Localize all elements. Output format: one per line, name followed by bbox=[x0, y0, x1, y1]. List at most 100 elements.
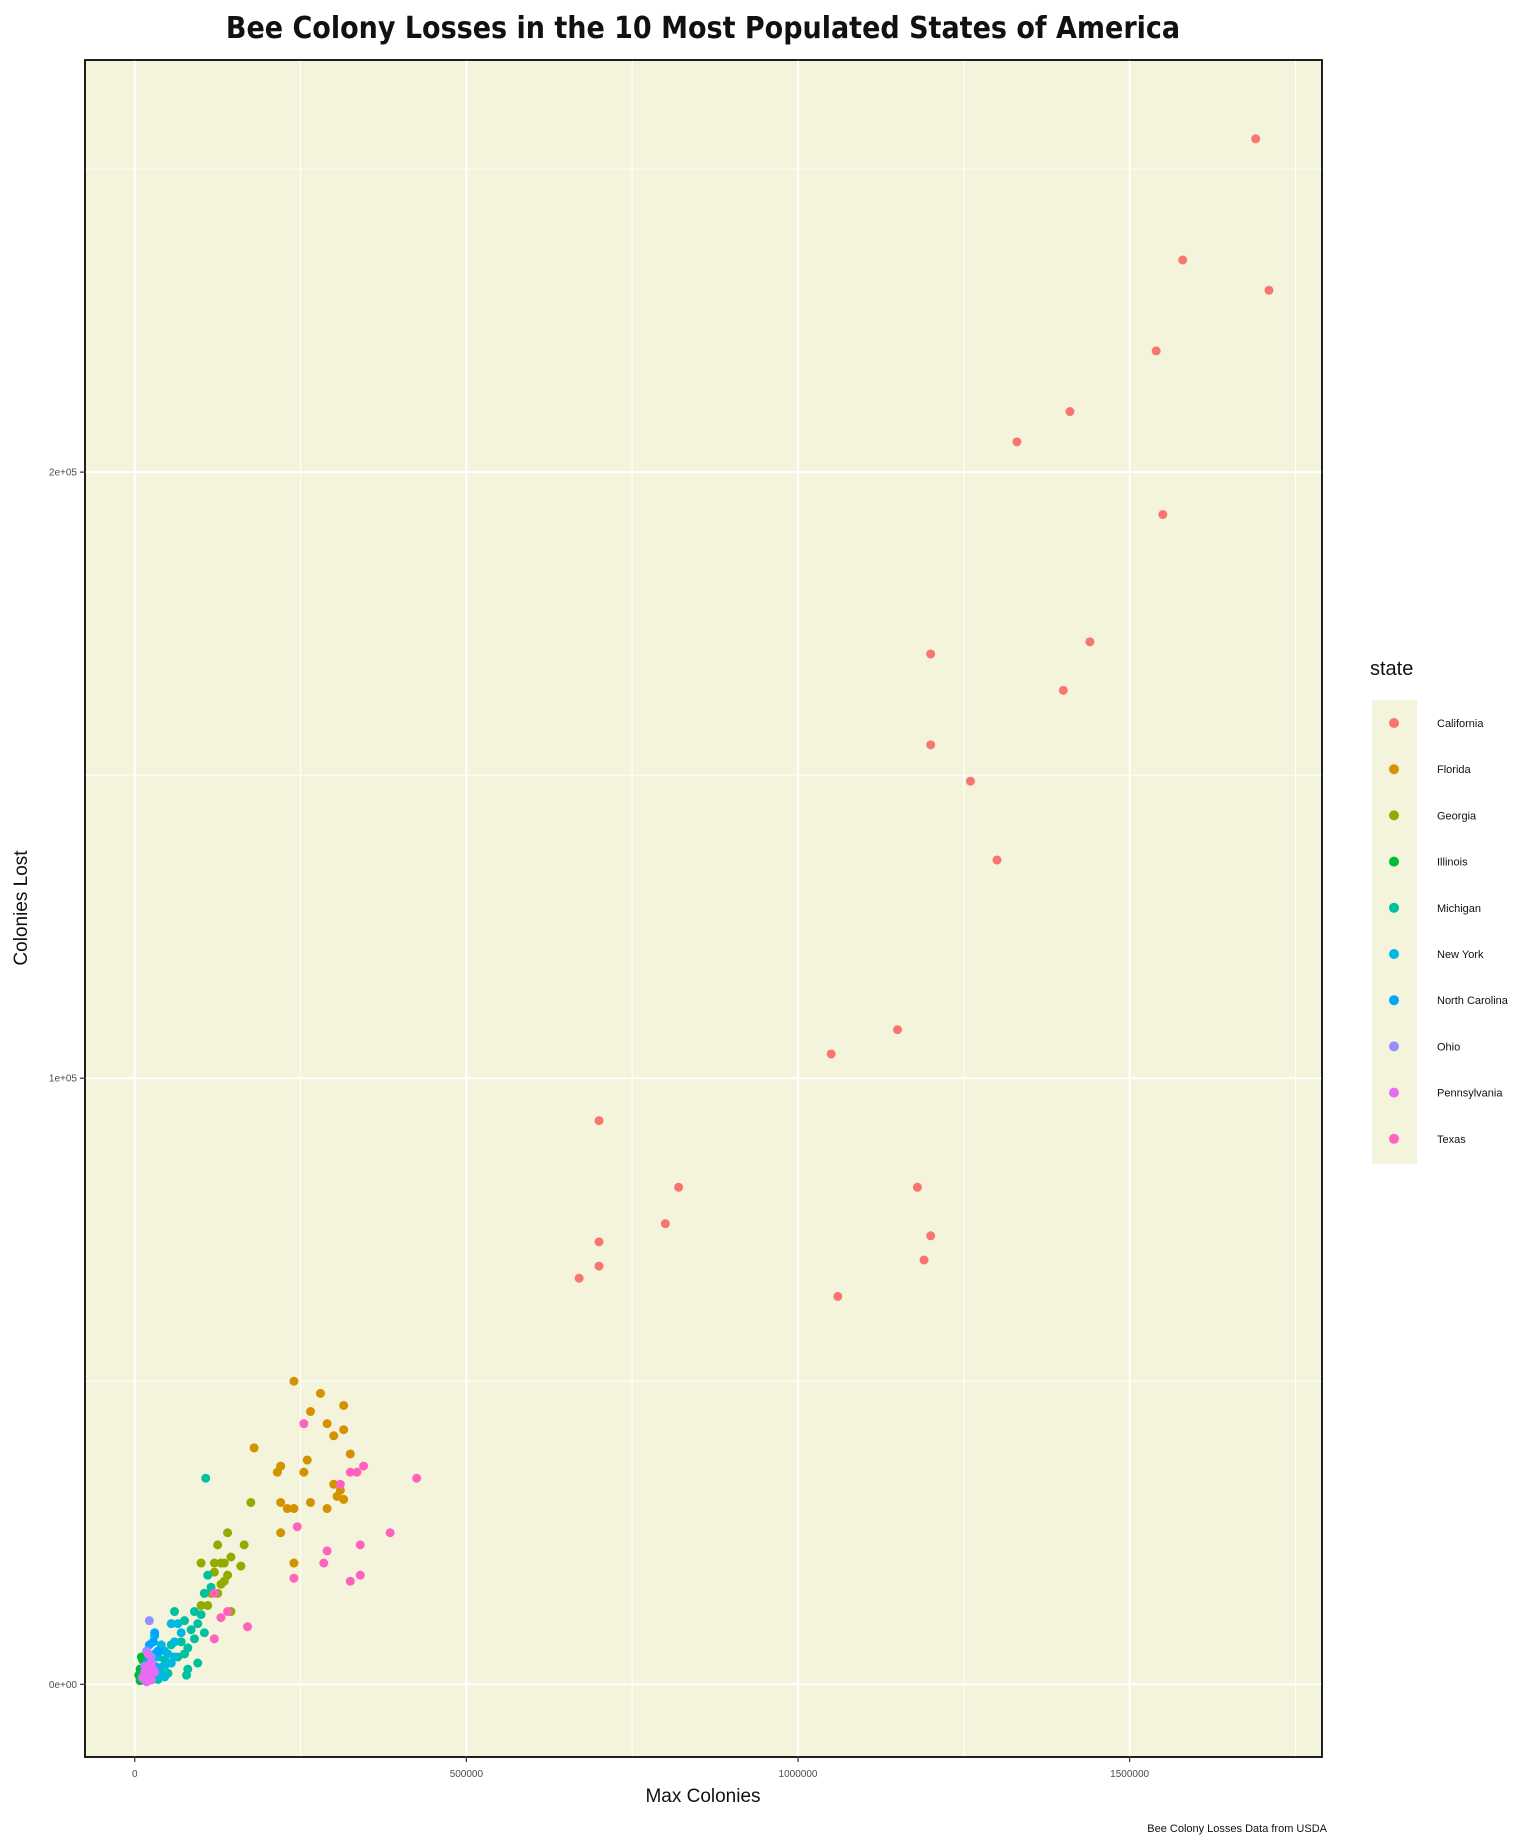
data-point bbox=[345, 1576, 355, 1586]
data-point bbox=[246, 1497, 256, 1507]
data-point bbox=[292, 1522, 302, 1532]
data-point bbox=[355, 1570, 365, 1580]
data-point bbox=[926, 1231, 936, 1241]
data-point bbox=[919, 1255, 929, 1265]
data-point bbox=[574, 1273, 584, 1283]
data-point bbox=[1065, 407, 1075, 417]
legend: state California Florida Georgia Illinois Mi… bbox=[1370, 658, 1509, 1164]
data-point bbox=[176, 1637, 186, 1647]
data-point bbox=[160, 1672, 170, 1682]
data-point bbox=[170, 1607, 180, 1617]
y-tick-label: 1e+05 bbox=[49, 1074, 78, 1085]
data-point bbox=[1178, 255, 1188, 265]
data-point bbox=[236, 1561, 246, 1571]
x-tick-label: 500000 bbox=[450, 1769, 484, 1780]
data-point bbox=[196, 1558, 206, 1568]
panel-background bbox=[84, 59, 1323, 1758]
panel-border bbox=[84, 59, 1323, 1758]
data-point bbox=[322, 1504, 332, 1514]
data-point bbox=[319, 1558, 329, 1568]
data-point bbox=[216, 1558, 226, 1568]
y-tick-label: 2e+05 bbox=[49, 468, 78, 479]
data-point bbox=[674, 1182, 684, 1192]
legend-label: New York bbox=[1437, 949, 1484, 961]
y-axis-title: Colonies Lost bbox=[11, 850, 32, 966]
data-point bbox=[912, 1182, 922, 1192]
legend-key bbox=[1389, 856, 1399, 867]
data-point bbox=[176, 1628, 186, 1638]
data-point bbox=[189, 1634, 199, 1644]
legend-label: North Carolina bbox=[1437, 995, 1509, 1007]
legend-key bbox=[1389, 1087, 1399, 1098]
data-point bbox=[243, 1622, 253, 1632]
x-axis-title: Max Colonies bbox=[645, 1786, 760, 1807]
legend-label: California bbox=[1437, 718, 1484, 730]
data-point bbox=[833, 1291, 843, 1301]
data-point bbox=[1151, 346, 1161, 356]
data-point bbox=[660, 1219, 670, 1229]
data-point bbox=[201, 1473, 211, 1483]
data-point bbox=[594, 1116, 604, 1126]
data-point bbox=[339, 1425, 349, 1435]
x-tick-label: 0 bbox=[132, 1769, 138, 1780]
data-point bbox=[893, 1025, 903, 1035]
data-point bbox=[199, 1628, 209, 1638]
y-tick-label: 0e+00 bbox=[49, 1680, 78, 1691]
data-point bbox=[173, 1619, 183, 1629]
data-point bbox=[289, 1573, 299, 1583]
data-point bbox=[306, 1407, 316, 1417]
data-point bbox=[339, 1494, 349, 1504]
chart-caption: Bee Colony Losses Data from USDA bbox=[1147, 1823, 1327, 1835]
data-point bbox=[186, 1625, 196, 1635]
data-point bbox=[594, 1237, 604, 1247]
data-point bbox=[1012, 437, 1022, 447]
data-points bbox=[134, 134, 1274, 1687]
data-point bbox=[209, 1588, 219, 1598]
data-point bbox=[209, 1634, 219, 1644]
data-point bbox=[170, 1637, 180, 1647]
data-point bbox=[213, 1540, 223, 1550]
data-point bbox=[926, 649, 936, 659]
data-point bbox=[992, 855, 1002, 865]
data-point bbox=[193, 1619, 203, 1629]
y-axis: 0e+00 1e+05 2e+05 bbox=[49, 468, 85, 1691]
data-point bbox=[302, 1455, 312, 1465]
data-point bbox=[355, 1540, 365, 1550]
data-point bbox=[826, 1049, 836, 1059]
data-point bbox=[306, 1497, 316, 1507]
data-point bbox=[412, 1473, 422, 1483]
data-point bbox=[329, 1431, 339, 1441]
data-point bbox=[359, 1461, 369, 1471]
data-point bbox=[965, 776, 975, 786]
legend-key bbox=[1389, 995, 1399, 1006]
data-point bbox=[926, 740, 936, 750]
data-point bbox=[203, 1570, 213, 1580]
data-point bbox=[249, 1443, 259, 1453]
data-point bbox=[156, 1662, 166, 1672]
legend-label: Illinois bbox=[1437, 857, 1468, 869]
data-point bbox=[216, 1613, 226, 1623]
legend-label: Georgia bbox=[1437, 810, 1477, 822]
data-point bbox=[339, 1400, 349, 1410]
data-point bbox=[203, 1600, 213, 1610]
data-point bbox=[181, 1670, 191, 1680]
legend-key bbox=[1389, 1041, 1399, 1052]
data-point bbox=[193, 1658, 203, 1668]
data-point bbox=[166, 1658, 176, 1668]
data-point bbox=[299, 1419, 309, 1429]
data-point bbox=[166, 1619, 176, 1629]
data-point bbox=[144, 1616, 154, 1626]
chart-title: Bee Colony Losses in the 10 Most Populat… bbox=[226, 11, 1180, 46]
x-axis: 0 500000 1000000 1500000 bbox=[132, 1757, 1150, 1780]
data-point bbox=[322, 1546, 332, 1556]
x-tick-label: 1000000 bbox=[779, 1769, 818, 1780]
data-point bbox=[385, 1528, 395, 1538]
data-point bbox=[322, 1419, 332, 1429]
x-tick-label: 1500000 bbox=[1110, 1769, 1149, 1780]
legend-key bbox=[1389, 949, 1399, 959]
data-point bbox=[276, 1497, 286, 1507]
data-point bbox=[335, 1479, 345, 1489]
legend-label: Texas bbox=[1437, 1134, 1466, 1146]
data-point bbox=[289, 1504, 299, 1514]
